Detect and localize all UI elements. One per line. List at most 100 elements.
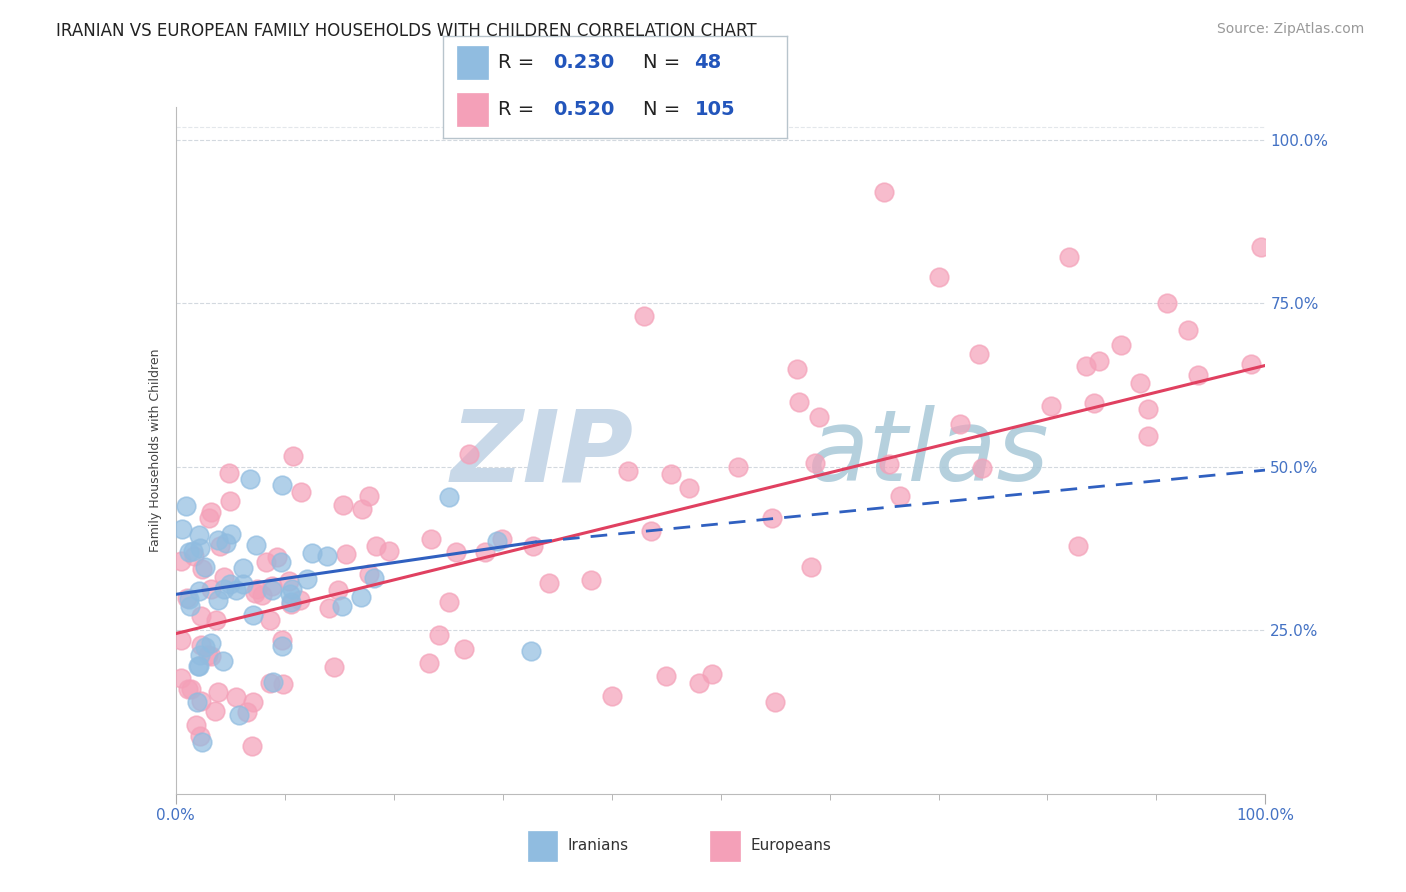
Point [184, 717, 207, 731]
Text: IRANIAN VS EUROPEAN FAMILY HOUSEHOLDS WITH CHILDREN CORRELATION CHART: IRANIAN VS EUROPEAN FAMILY HOUSEHOLDS WI… [56, 22, 756, 40]
Point [280, 595, 302, 609]
Point [301, 546, 323, 560]
Point [205, 613, 228, 627]
Text: 0.230: 0.230 [553, 53, 614, 72]
Point [280, 597, 302, 611]
Point [177, 681, 200, 696]
Point [200, 582, 222, 596]
Point [444, 545, 467, 559]
Point [179, 591, 201, 606]
Point [295, 572, 318, 586]
Point [427, 628, 450, 642]
Point [232, 576, 254, 591]
Text: N =: N = [643, 100, 686, 119]
Point [800, 560, 823, 574]
Point [170, 633, 193, 648]
Point [761, 510, 783, 524]
Point [457, 447, 479, 461]
Point [225, 582, 247, 597]
Text: 0.520: 0.520 [553, 100, 614, 119]
Point [1250, 240, 1272, 254]
Point [873, 185, 896, 199]
Point [270, 555, 292, 569]
Point [967, 347, 990, 361]
Point [190, 693, 212, 707]
Text: R =: R = [498, 100, 540, 119]
FancyBboxPatch shape [457, 46, 488, 78]
Point [1187, 368, 1209, 383]
Point [188, 541, 211, 555]
Point [271, 639, 294, 653]
Point [242, 695, 264, 709]
Point [1156, 296, 1178, 310]
Point [259, 675, 281, 690]
Point [176, 591, 198, 605]
Point [283, 449, 305, 463]
Point [197, 648, 219, 662]
Point [364, 539, 387, 553]
Point [219, 494, 242, 508]
Point [245, 539, 267, 553]
Point [787, 395, 810, 409]
Point [335, 547, 357, 561]
Point [1129, 376, 1152, 390]
Point [1074, 359, 1097, 374]
Text: Iranians: Iranians [568, 838, 628, 853]
Text: N =: N = [643, 53, 686, 72]
Point [453, 641, 475, 656]
Point [316, 549, 339, 564]
Point [803, 456, 825, 470]
Point [1087, 354, 1109, 368]
FancyBboxPatch shape [710, 830, 740, 861]
Point [281, 582, 304, 596]
Point [254, 555, 277, 569]
Point [877, 457, 900, 471]
Point [208, 539, 231, 553]
Point [235, 705, 257, 719]
Point [183, 549, 205, 563]
Point [187, 583, 209, 598]
Point [200, 505, 222, 519]
Point [266, 550, 288, 565]
Point [377, 544, 399, 558]
Point [186, 695, 208, 709]
Point [538, 575, 561, 590]
Point [420, 532, 443, 546]
Point [172, 522, 194, 536]
Point [204, 704, 226, 718]
Point [326, 582, 349, 597]
Point [1109, 338, 1132, 352]
Point [786, 361, 808, 376]
Point [214, 570, 236, 584]
Point [188, 527, 211, 541]
Point [486, 533, 509, 548]
Point [579, 573, 602, 587]
Point [188, 648, 211, 662]
Point [437, 595, 460, 609]
Point [245, 586, 267, 600]
Point [277, 574, 299, 588]
Point [889, 489, 911, 503]
Point [207, 533, 229, 547]
Text: Source: ZipAtlas.com: Source: ZipAtlas.com [1216, 22, 1364, 37]
Point [727, 459, 749, 474]
Point [363, 571, 385, 585]
Point [617, 464, 640, 478]
Point [437, 490, 460, 504]
Point [188, 730, 211, 744]
Point [807, 410, 830, 425]
Point [288, 592, 311, 607]
Text: ZIP: ZIP [450, 405, 633, 502]
Point [180, 682, 202, 697]
Point [1137, 401, 1160, 416]
Point [207, 685, 229, 699]
Point [198, 510, 221, 524]
Y-axis label: Family Households with Children: Family Households with Children [149, 349, 162, 552]
Point [332, 498, 354, 512]
Point [191, 561, 214, 575]
Point [194, 560, 217, 574]
Point [290, 485, 312, 500]
Point [194, 640, 217, 655]
Point [418, 656, 440, 670]
Point [1137, 429, 1160, 443]
